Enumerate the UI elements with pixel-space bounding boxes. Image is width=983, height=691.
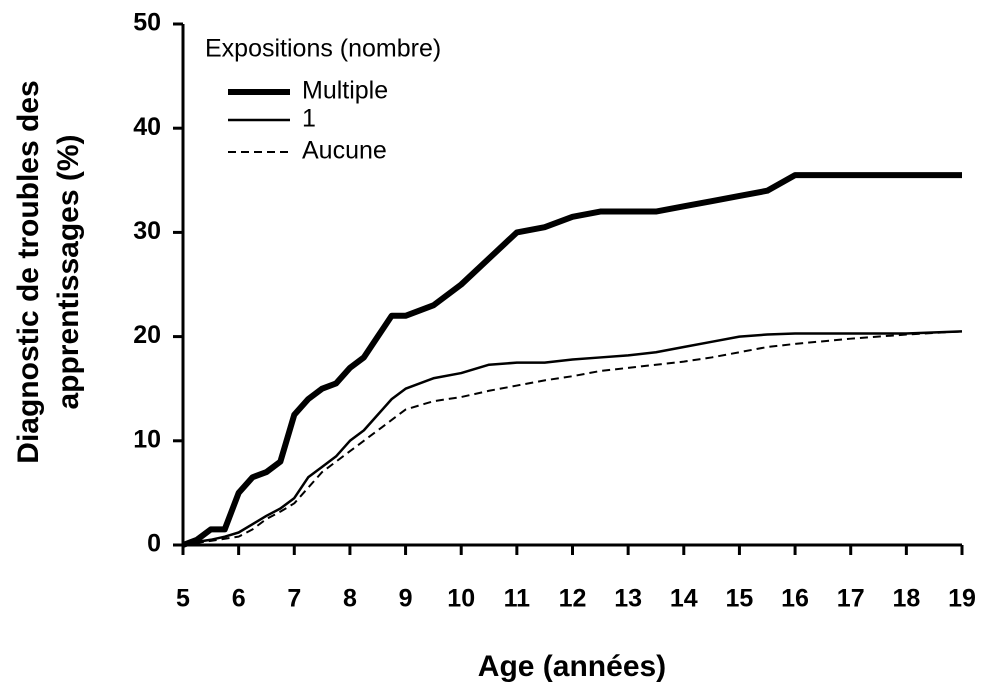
legend-label: Multiple <box>302 77 388 105</box>
x-tick-label: 18 <box>892 585 920 613</box>
y-tick-label: 40 <box>133 113 161 141</box>
x-tick-label: 7 <box>287 585 301 613</box>
x-tick-label: 13 <box>614 585 642 613</box>
x-tick-label: 9 <box>399 585 413 613</box>
y-axis-label: Diagnostic de troubles des <box>12 80 45 463</box>
x-tick-label: 19 <box>948 585 976 613</box>
x-tick-label: 15 <box>726 585 754 613</box>
y-tick-label: 50 <box>133 9 161 37</box>
legend-label: Aucune <box>302 137 387 165</box>
legend-title: Expositions (nombre) <box>205 35 441 63</box>
y-axis-label: apprentissages (%) <box>52 134 85 409</box>
x-tick-label: 8 <box>343 585 357 613</box>
x-tick-label: 12 <box>559 585 587 613</box>
series-line <box>182 330 963 547</box>
x-tick-label: 16 <box>781 585 809 613</box>
x-tick-label: 6 <box>232 585 246 613</box>
y-tick-label: 20 <box>133 321 161 349</box>
y-tick-label: 10 <box>133 425 161 453</box>
series-line <box>182 330 963 546</box>
x-tick-label: 14 <box>670 585 698 613</box>
x-tick-label: 5 <box>176 585 190 613</box>
y-tick-label: 30 <box>133 217 161 245</box>
legend-label: 1 <box>302 105 316 133</box>
x-tick-label: 10 <box>447 585 475 613</box>
series-line <box>181 172 962 548</box>
y-tick-label: 0 <box>147 530 161 558</box>
x-tick-label: 11 <box>504 585 531 613</box>
x-axis-label: Age (années) <box>478 650 666 683</box>
x-tick-label: 17 <box>837 585 865 613</box>
